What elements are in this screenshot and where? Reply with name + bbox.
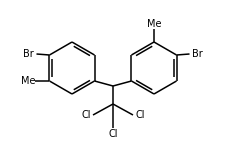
Text: Me: Me	[21, 76, 36, 86]
Text: Me: Me	[146, 19, 160, 29]
Text: Br: Br	[23, 49, 34, 59]
Text: Cl: Cl	[108, 129, 117, 139]
Text: Cl: Cl	[135, 110, 144, 120]
Text: Br: Br	[191, 49, 202, 59]
Text: Cl: Cl	[81, 110, 90, 120]
